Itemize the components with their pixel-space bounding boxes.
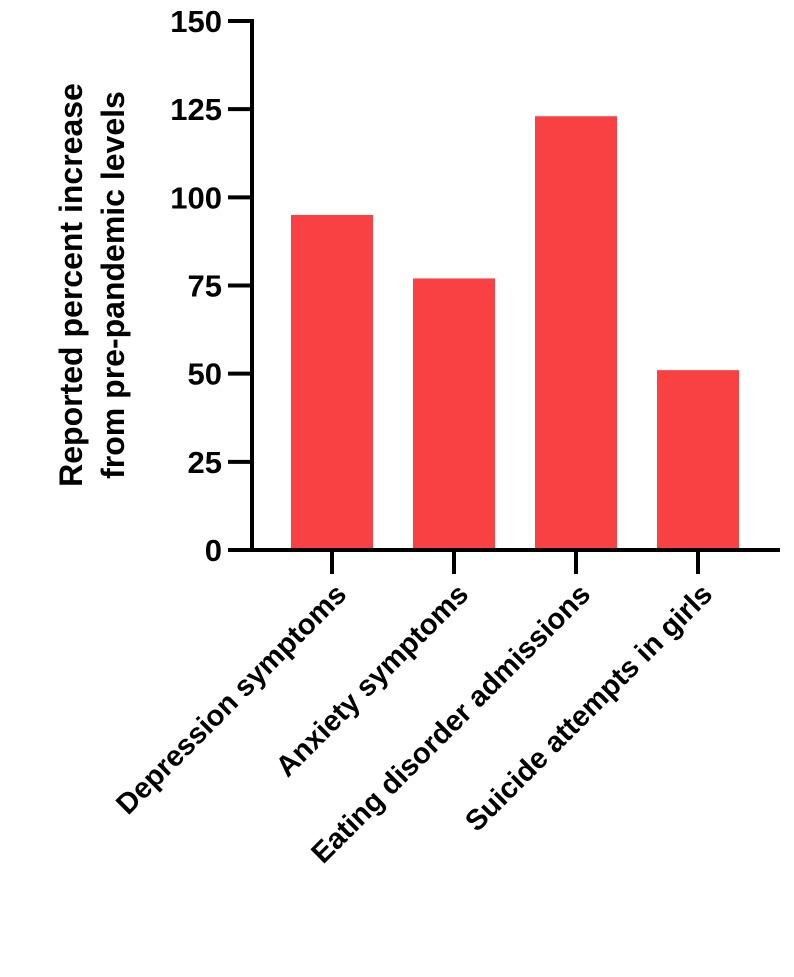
y-axis-title-line-2: from pre-pandemic levels: [95, 91, 131, 479]
y-axis-title: Reported percent increase from pre-pande…: [53, 83, 131, 487]
y-tick-label-50: 50: [188, 357, 222, 392]
y-tick-label-150: 150: [170, 4, 222, 39]
bars: [291, 116, 739, 550]
y-axis: 0 25 50 75 100 125 150: [170, 4, 254, 568]
y-tick-label-25: 25: [188, 445, 222, 480]
x-tick-label-1: Depression symptoms: [110, 578, 353, 821]
y-axis-title-line-1: Reported percent increase: [53, 83, 89, 487]
y-tick-label-100: 100: [170, 180, 222, 215]
bar-1: [291, 214, 373, 550]
bar-3: [535, 116, 617, 550]
y-tick-label-75: 75: [188, 269, 222, 304]
bar-4: [657, 370, 739, 550]
y-tick-label-125: 125: [170, 92, 222, 127]
y-tick-label-0: 0: [205, 533, 222, 568]
bar-2: [413, 278, 495, 550]
x-tick-label-4: Suicide attempts in girls: [459, 578, 719, 838]
